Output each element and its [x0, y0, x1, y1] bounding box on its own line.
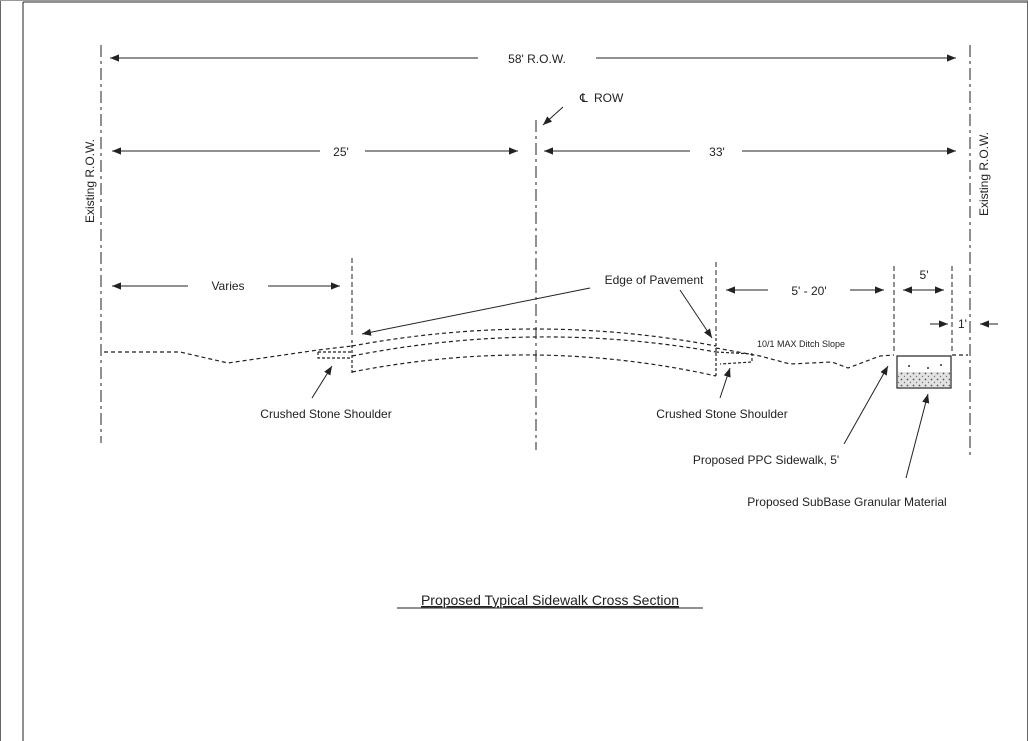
left-shoulder-base: [317, 352, 352, 359]
drawing-title: Proposed Typical Sidewalk Cross Section: [421, 592, 679, 608]
sidewalk-aggregate-dot: [927, 367, 929, 369]
edge-of-pavement-leader-right: [679, 289, 713, 339]
existing-row-left-label: Existing R.O.W.: [83, 139, 97, 223]
subbase-callout-leader: [905, 393, 930, 479]
crushed-stone-left-leader: [311, 365, 333, 399]
pavement-bottom-line: [351, 354, 717, 377]
centerline-symbol: ℄: [579, 91, 588, 105]
subbase-callout-label: Proposed SubBase Granular Material: [747, 495, 946, 509]
sidewalk-aggregate-dot: [908, 365, 910, 367]
right-width-label: 33': [709, 145, 725, 159]
edge-of-pavement-label: Edge of Pavement: [605, 273, 704, 287]
offset-label: 1': [958, 317, 967, 331]
pavement-surface-line: [351, 336, 717, 357]
ditch-width-label: 5' - 20': [791, 284, 826, 298]
subbase-granular-fill: [898, 372, 950, 387]
ground-line-right: [715, 347, 895, 369]
total-row-label: 58' R.O.W.: [508, 52, 566, 66]
crushed-stone-right-label: Crushed Stone Shoulder: [656, 407, 787, 421]
ground-line-left: [104, 345, 353, 364]
sidewalk-callout-leader: [843, 365, 889, 445]
centerline-leader: [542, 106, 564, 126]
sidewalk-aggregate-dot: [940, 364, 942, 366]
sidewalk-callout-label: Proposed PPC Sidewalk, 5': [693, 453, 839, 467]
sidewalk-width-label: 5': [920, 268, 929, 282]
crushed-stone-left-label: Crushed Stone Shoulder: [260, 407, 391, 421]
crushed-stone-right-leader: [719, 367, 731, 399]
pavement-top-line: [351, 328, 717, 347]
centerline-label: ROW: [594, 91, 624, 105]
edge-of-pavement-leader-left: [361, 287, 591, 336]
existing-row-right-label: Existing R.O.W.: [977, 132, 991, 216]
varies-label: Varies: [211, 279, 244, 293]
left-width-label: 25': [333, 145, 349, 159]
ditch-slope-label: 10/1 MAX Ditch Slope: [757, 339, 845, 349]
right-shoulder: [715, 351, 753, 365]
